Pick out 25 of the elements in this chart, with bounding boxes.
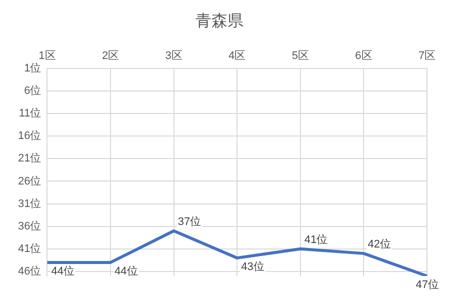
data-label: 44位 — [51, 265, 74, 278]
data-label: 37位 — [178, 216, 202, 228]
y-tick-label: 26位 — [18, 175, 42, 188]
x-tick-label: 4区 — [228, 50, 246, 62]
y-tick-label: 6位 — [24, 84, 42, 97]
data-label: 47位 — [416, 279, 440, 292]
y-tick-label: 16位 — [18, 130, 42, 142]
data-label: 41位 — [304, 234, 328, 246]
y-tick-label: 11位 — [18, 108, 42, 120]
x-tick-label: 1区 — [38, 50, 56, 62]
y-tick-label: 36位 — [18, 220, 42, 232]
y-tick-label: 41位 — [18, 242, 42, 255]
x-tick-label: 5区 — [292, 50, 309, 62]
data-label: 44位 — [114, 265, 138, 278]
y-tick-label: 21位 — [18, 152, 42, 165]
data-label: 43位 — [241, 260, 264, 273]
data-label: 42位 — [368, 238, 391, 250]
x-tick-label: 6区 — [355, 50, 372, 62]
y-tick-label: 31位 — [18, 198, 42, 210]
x-tick-label: 3区 — [165, 50, 182, 62]
y-tick-label: 46位 — [18, 266, 42, 278]
x-tick-label: 7区 — [418, 50, 436, 62]
y-tick-label: 1位 — [24, 62, 42, 74]
chart-title: 青森県 — [196, 12, 244, 30]
x-tick-label: 2区 — [102, 50, 120, 62]
